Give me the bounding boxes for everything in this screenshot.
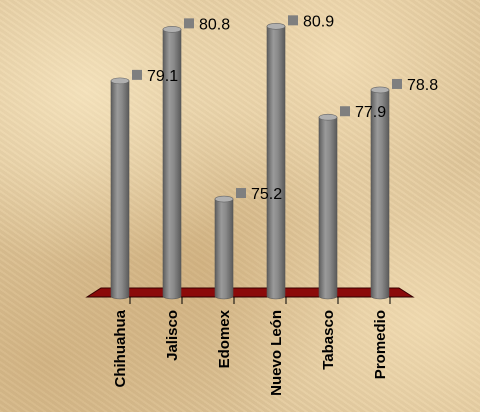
bar-top xyxy=(162,26,182,33)
bar-top xyxy=(214,195,234,203)
category-label: Jalisco xyxy=(164,310,181,361)
bar xyxy=(162,29,182,300)
category-label: Promedio xyxy=(372,310,389,379)
bar-top xyxy=(266,23,286,30)
category-label: Edomex xyxy=(216,309,233,368)
data-label-marker xyxy=(236,188,246,199)
category-label: Chihuahua xyxy=(112,309,129,387)
bar xyxy=(110,80,130,300)
chart-floor xyxy=(85,287,415,298)
data-label-marker xyxy=(392,78,402,89)
data-label-marker xyxy=(184,18,194,29)
data-label: 80.9 xyxy=(303,13,334,30)
bar xyxy=(318,116,338,300)
data-label: 78.8 xyxy=(407,77,438,94)
data-label-marker xyxy=(132,69,142,80)
bar xyxy=(214,198,234,300)
bar-top xyxy=(318,113,338,121)
data-label: 77.9 xyxy=(355,104,386,121)
bar-top xyxy=(370,86,390,94)
bar xyxy=(370,89,390,300)
bar-top xyxy=(110,77,130,85)
category-label: Nuevo León xyxy=(268,310,285,396)
category-label: Tabasco xyxy=(320,310,337,370)
data-label-marker xyxy=(288,15,298,26)
data-label: 75.2 xyxy=(251,186,282,203)
data-label: 79.1 xyxy=(147,68,178,85)
data-label-marker xyxy=(340,106,350,117)
bar xyxy=(266,26,286,300)
data-label: 80.8 xyxy=(199,16,230,33)
